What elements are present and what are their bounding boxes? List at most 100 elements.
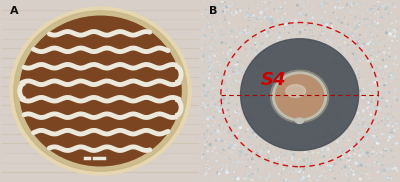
Point (331, 99, 338, 102)
Point (327, 164, 334, 167)
Point (364, 17, 371, 20)
Point (217, 44, 224, 47)
Point (212, 9, 218, 12)
Point (208, 43, 215, 46)
Point (206, 94, 212, 96)
Point (229, 29, 235, 32)
Point (389, 2, 396, 5)
Point (205, 59, 212, 62)
Point (362, 91, 369, 94)
Point (211, 161, 217, 163)
Point (272, 171, 279, 174)
Point (344, 128, 351, 131)
Point (335, 151, 342, 154)
Point (284, 44, 291, 47)
Point (297, 31, 304, 34)
Point (300, 120, 306, 123)
Point (335, 106, 342, 108)
Point (352, 27, 359, 30)
Point (210, 74, 217, 77)
Point (352, 15, 359, 18)
Point (276, 128, 283, 131)
Point (257, 55, 264, 58)
Point (269, 92, 276, 95)
Point (269, 158, 276, 161)
Point (382, 45, 388, 48)
Point (270, 46, 276, 49)
Point (204, 83, 210, 86)
Point (220, 3, 226, 6)
Point (374, 29, 381, 32)
Point (360, 159, 366, 162)
Point (221, 118, 228, 121)
Point (208, 62, 214, 65)
Point (250, 161, 257, 164)
Point (339, 48, 346, 51)
Point (272, 155, 278, 157)
Point (284, 116, 291, 119)
Point (361, 115, 368, 118)
Point (222, 140, 228, 143)
Point (236, 144, 242, 147)
Point (210, 97, 216, 100)
Point (271, 57, 277, 60)
Point (361, 50, 367, 53)
Point (353, 173, 359, 176)
Point (214, 107, 220, 110)
Point (267, 175, 273, 177)
Point (221, 18, 228, 21)
Point (367, 8, 374, 11)
Point (262, 142, 268, 145)
Point (203, 89, 210, 92)
Point (347, 6, 354, 9)
Point (223, 5, 230, 8)
Point (249, 133, 255, 136)
Point (210, 156, 217, 159)
Point (212, 100, 219, 103)
Point (369, 49, 375, 52)
Ellipse shape (272, 72, 327, 121)
Point (310, 178, 317, 181)
Point (279, 141, 285, 144)
Point (328, 166, 334, 169)
Point (260, 159, 267, 161)
Point (235, 126, 242, 129)
Point (216, 172, 222, 175)
Point (258, 140, 264, 143)
Point (325, 117, 331, 120)
Point (226, 177, 232, 180)
Point (296, 5, 302, 8)
Point (364, 107, 370, 110)
Point (270, 176, 277, 179)
Point (271, 126, 278, 129)
Point (342, 134, 348, 137)
Point (310, 18, 316, 21)
Point (207, 19, 214, 22)
Point (291, 52, 297, 55)
Point (279, 80, 286, 82)
Point (283, 39, 289, 42)
Point (308, 12, 315, 15)
Point (244, 7, 250, 10)
Point (225, 8, 232, 11)
Point (307, 110, 314, 113)
Point (348, 170, 355, 173)
Point (305, 119, 312, 122)
Point (323, 48, 330, 50)
Point (296, 89, 302, 92)
Point (220, 128, 227, 130)
Point (266, 113, 272, 116)
Point (210, 42, 216, 45)
Point (200, 118, 206, 121)
Point (229, 104, 235, 107)
Point (241, 95, 248, 98)
Point (276, 146, 282, 149)
Point (372, 158, 379, 161)
Point (208, 57, 214, 60)
Point (394, 98, 400, 101)
Point (338, 6, 345, 9)
Point (377, 147, 384, 150)
Point (360, 96, 366, 99)
Point (214, 49, 220, 52)
Point (338, 94, 345, 97)
